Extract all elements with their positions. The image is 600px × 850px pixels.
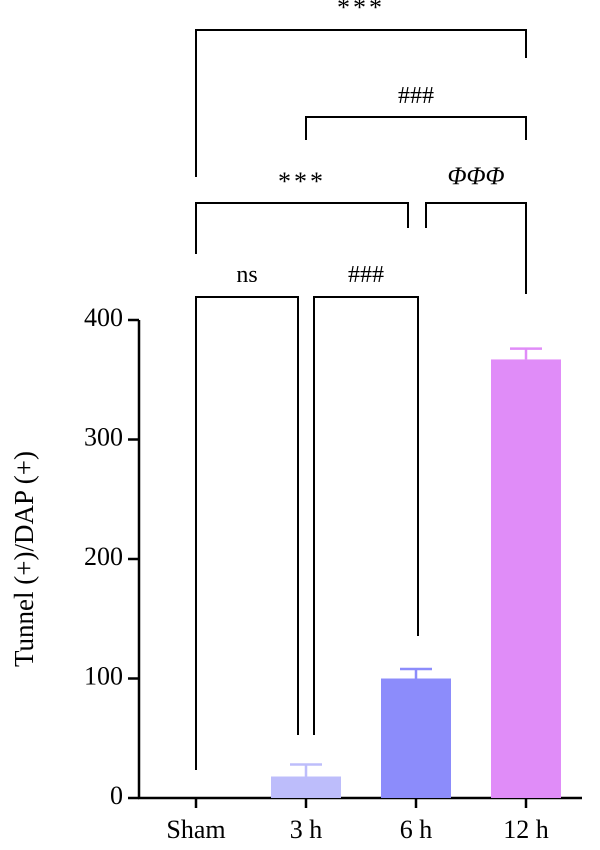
significance-label: ns (236, 262, 257, 288)
significance-label: *** (278, 167, 326, 196)
x-tick-label: Sham (166, 815, 225, 844)
significance-label: ### (348, 262, 384, 288)
y-tick-label: 400 (84, 303, 123, 332)
x-tick-label: 3 h (290, 815, 323, 844)
significance-label: *** (337, 0, 385, 22)
significance-bracket (305, 116, 527, 140)
x-tick-label: 12 h (503, 815, 549, 844)
significance-label: ΦΦΦ (447, 163, 504, 190)
significance-bracket (425, 202, 527, 294)
y-tick-label: 0 (110, 781, 123, 810)
bar-12h (491, 359, 561, 798)
significance-bracket (195, 202, 409, 254)
y-tick-label: 100 (84, 661, 123, 690)
y-tick-label: 200 (84, 542, 123, 571)
significance-bracket (195, 29, 527, 177)
bar-3h (271, 776, 341, 798)
x-tick-label: 6 h (400, 815, 433, 844)
significance-bracket (313, 296, 419, 735)
bar-6h (381, 678, 451, 798)
y-tick-label: 300 (84, 422, 123, 451)
y-axis-label: Tunnel (+)/DAP (+) (9, 451, 39, 667)
significance-label: ### (398, 83, 434, 109)
significance-bracket (195, 296, 299, 770)
